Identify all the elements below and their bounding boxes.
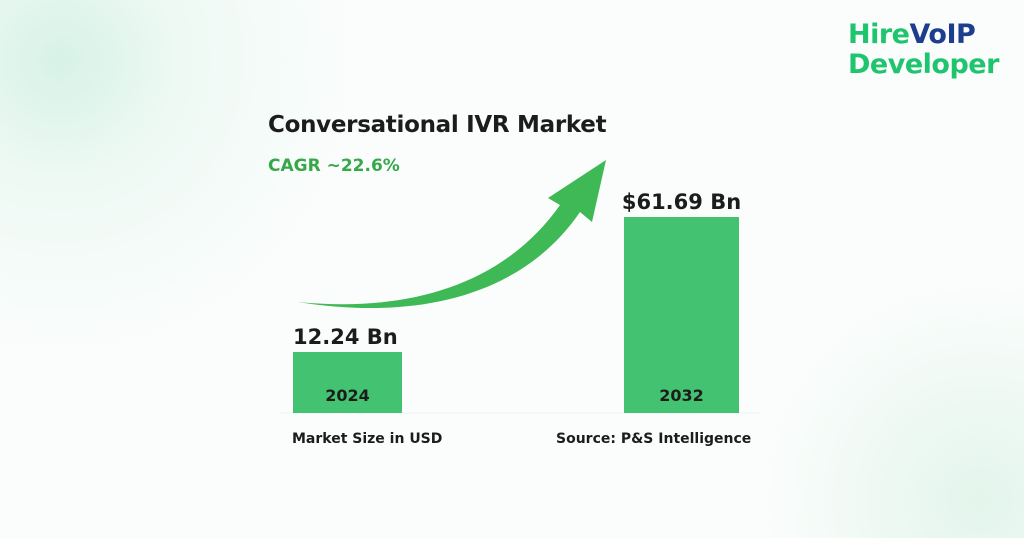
- x-axis-label: Market Size in USD: [292, 431, 443, 447]
- growth-arrow: [298, 160, 606, 309]
- data-label: 12.24 Bn: [293, 325, 398, 349]
- logo-developer: Developer: [848, 49, 999, 80]
- bar-2032: [624, 217, 739, 413]
- bar-2024: [293, 352, 402, 413]
- category-label: 2024: [325, 386, 370, 405]
- chart-title: Conversational IVR Market: [268, 112, 607, 138]
- category-label: 2032: [659, 386, 704, 405]
- logo: HireVoIP Developer: [848, 20, 999, 80]
- logo-hire: Hire: [848, 19, 910, 50]
- source-label: Source: P&S Intelligence: [556, 431, 752, 447]
- data-label: $61.69 Bn: [622, 190, 741, 214]
- cagr-label: CAGR ~22.6%: [268, 156, 400, 176]
- logo-voip: VoIP: [909, 19, 976, 50]
